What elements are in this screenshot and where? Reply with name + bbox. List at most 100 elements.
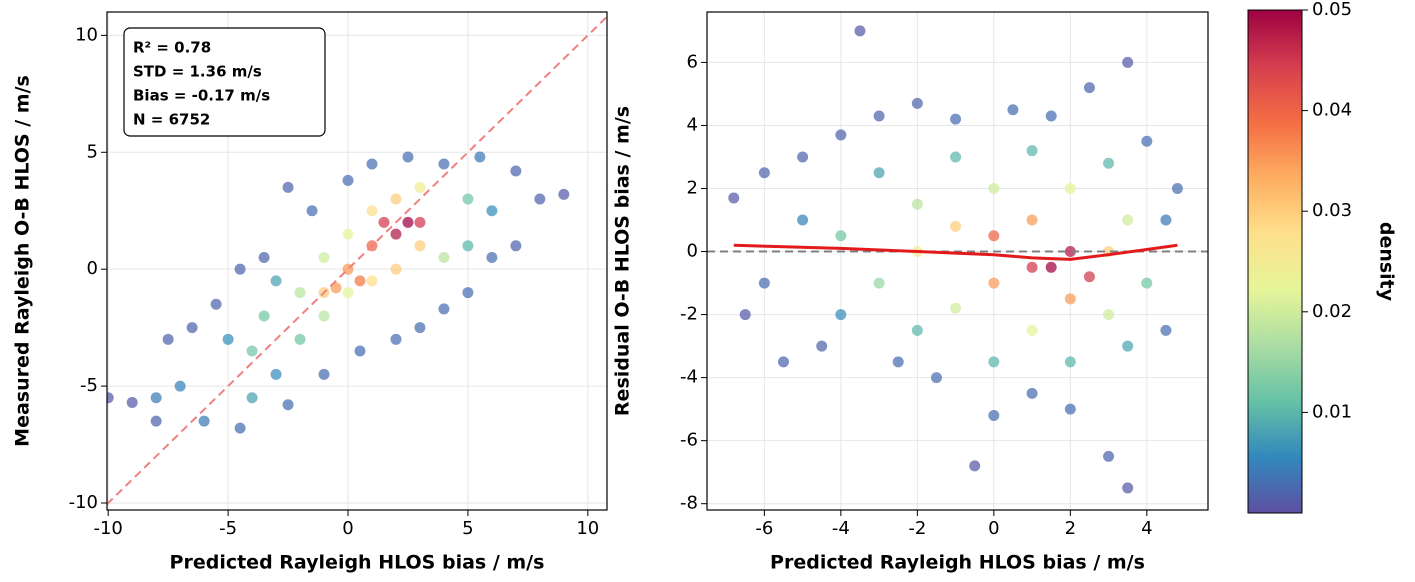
y-tick-label: -2 (680, 304, 698, 325)
point (1122, 482, 1134, 494)
point (1026, 387, 1038, 399)
point (438, 251, 450, 263)
annotation-line: R² = 0.78 (133, 39, 211, 57)
point (414, 216, 426, 228)
annotation-line: N = 6752 (133, 111, 210, 129)
point (1122, 56, 1134, 68)
point (1122, 214, 1134, 226)
point (258, 310, 270, 322)
point (797, 151, 809, 163)
colorbar-tick-label: 0.01 (1312, 401, 1352, 422)
point (1064, 183, 1076, 195)
point (318, 368, 330, 380)
point (246, 392, 258, 404)
point (758, 167, 770, 179)
point (486, 205, 498, 217)
point (930, 372, 942, 384)
point (854, 25, 866, 37)
trend-line (733, 243, 1178, 261)
point (390, 263, 402, 275)
point (414, 322, 426, 334)
y-tick-label: 4 (687, 114, 698, 135)
y-tick-label: 6 (687, 51, 698, 72)
point (758, 277, 770, 289)
y-tick-label: -8 (680, 493, 698, 514)
x-tick-label: 5 (462, 518, 473, 539)
colorbar-tick-label: 0.03 (1312, 200, 1352, 221)
x-tick-label: 0 (988, 518, 999, 539)
point (1026, 145, 1038, 157)
point (835, 230, 847, 242)
point (390, 193, 402, 205)
point (777, 356, 789, 368)
point (294, 333, 306, 345)
x-tick-label: 10 (576, 518, 599, 539)
point (342, 228, 354, 240)
point (402, 151, 414, 163)
point (1064, 403, 1076, 415)
x-axis-label: Predicted Rayleigh HLOS bias / m/s (770, 552, 1145, 574)
point (816, 340, 828, 352)
point (892, 356, 904, 368)
point (950, 302, 962, 314)
point (1064, 246, 1076, 258)
point (342, 287, 354, 299)
point (739, 309, 751, 321)
point (354, 345, 366, 357)
point (510, 165, 522, 177)
point (186, 322, 198, 334)
x-tick-label: -5 (219, 518, 237, 539)
point (1007, 104, 1019, 116)
point (1026, 324, 1038, 336)
point (1122, 340, 1134, 352)
point (258, 251, 270, 263)
point (950, 151, 962, 163)
point (1141, 277, 1153, 289)
colorbar-tick-label: 0.05 (1312, 0, 1352, 20)
point (1083, 82, 1095, 94)
x-tick-label: -10 (93, 518, 122, 539)
point (1064, 293, 1076, 305)
point (911, 198, 923, 210)
point (1083, 271, 1095, 283)
point (1160, 214, 1172, 226)
point (873, 277, 885, 289)
point (366, 158, 378, 170)
point (1045, 110, 1057, 122)
point (282, 399, 294, 411)
point (390, 228, 402, 240)
point (486, 251, 498, 263)
y-tick-label: -5 (80, 375, 98, 396)
point (402, 216, 414, 228)
y-axis-label: Residual O-B HLOS bias / m/s (612, 106, 634, 416)
point (246, 345, 258, 357)
colorbar-label: density (1376, 222, 1398, 302)
point (1171, 183, 1183, 195)
points (707, 25, 1208, 494)
point (306, 205, 318, 217)
point (390, 333, 402, 345)
point (950, 113, 962, 125)
y-tick-label: -4 (680, 367, 698, 388)
x-tick-label: 4 (1141, 518, 1152, 539)
point (911, 324, 923, 336)
point (462, 240, 474, 252)
y-tick-label: -10 (69, 492, 98, 513)
point (438, 158, 450, 170)
point (150, 392, 162, 404)
point (1045, 261, 1057, 273)
point (107, 392, 114, 404)
point (988, 230, 1000, 242)
point (270, 275, 282, 287)
point (462, 287, 474, 299)
y-tick-label: 5 (87, 141, 98, 162)
point (294, 287, 306, 299)
x-tick-label: 2 (1065, 518, 1076, 539)
x-tick-label: -2 (908, 518, 926, 539)
point (174, 380, 186, 392)
point (318, 251, 330, 263)
point (378, 216, 390, 228)
point (1103, 157, 1115, 169)
point (162, 333, 174, 345)
